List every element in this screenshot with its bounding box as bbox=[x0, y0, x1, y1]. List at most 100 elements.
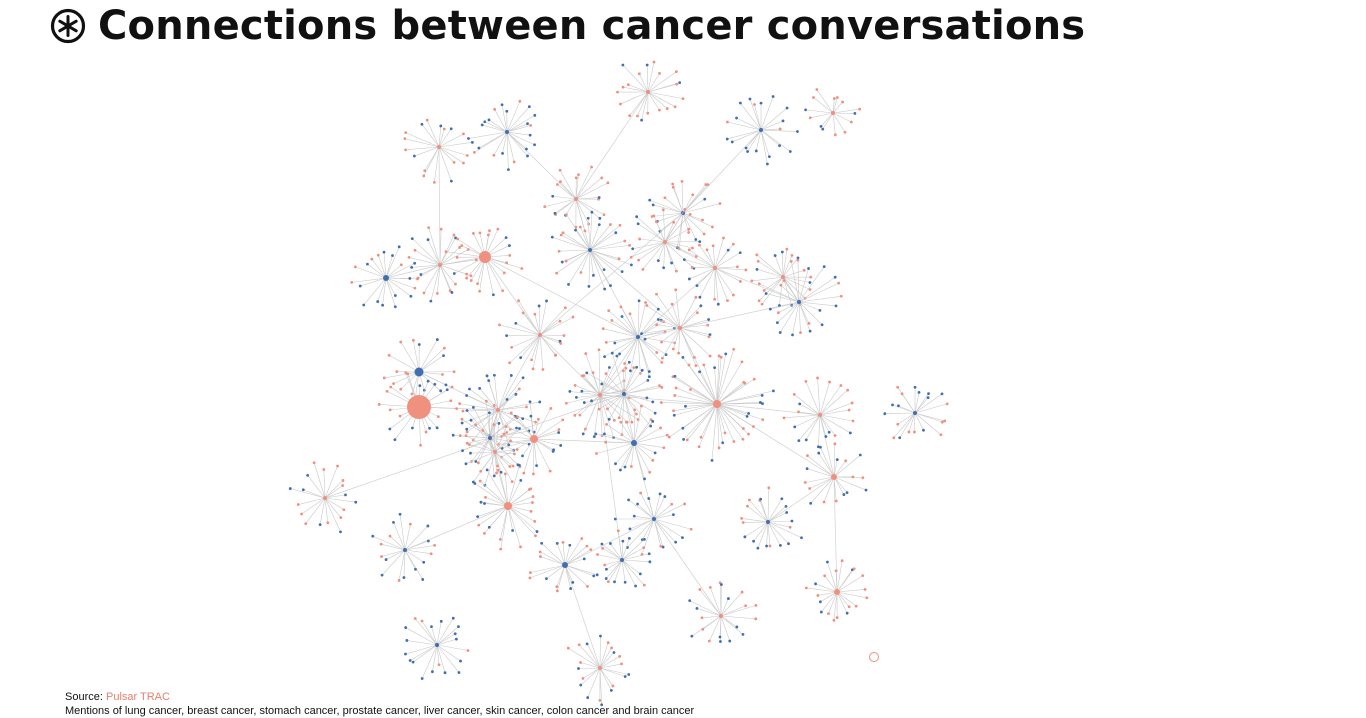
hub-node bbox=[530, 435, 538, 443]
leaf-node bbox=[897, 404, 900, 407]
leaf-node bbox=[481, 124, 484, 127]
leaf-node bbox=[658, 72, 661, 75]
leaf-node bbox=[559, 320, 562, 323]
spoke-edge bbox=[768, 488, 769, 522]
leaf-node bbox=[465, 273, 468, 276]
leaf-node bbox=[709, 586, 712, 589]
leaf-node bbox=[596, 573, 599, 576]
leaf-node bbox=[579, 226, 582, 229]
spoke-edge bbox=[386, 256, 392, 278]
leaf-node bbox=[513, 453, 516, 456]
spoke-edge bbox=[576, 183, 608, 199]
leaf-node bbox=[496, 228, 499, 231]
leaf-node bbox=[474, 424, 477, 427]
leaf-node bbox=[761, 418, 764, 421]
leaf-node bbox=[461, 449, 464, 452]
leaf-node bbox=[789, 526, 792, 529]
leaf-node bbox=[403, 137, 406, 140]
spoke-edge bbox=[540, 321, 560, 335]
spoke-edge bbox=[807, 469, 834, 477]
leaf-node bbox=[892, 436, 895, 439]
leaf-node bbox=[707, 183, 710, 186]
spoke-edge bbox=[410, 645, 437, 661]
leaf-node bbox=[501, 289, 504, 292]
leaf-node bbox=[608, 418, 611, 421]
leaf-node bbox=[720, 583, 723, 586]
leaf-node bbox=[698, 370, 701, 373]
leaf-node bbox=[591, 211, 594, 214]
leaf-node bbox=[698, 445, 701, 448]
leaf-node bbox=[628, 361, 631, 364]
spoke-edge bbox=[627, 519, 654, 548]
leaf-node bbox=[648, 552, 651, 555]
leaf-node bbox=[827, 612, 830, 615]
leaf-node bbox=[731, 141, 734, 144]
leaf-node bbox=[537, 418, 540, 421]
leaf-node bbox=[686, 439, 689, 442]
leaf-node bbox=[479, 480, 482, 483]
leaf-node bbox=[584, 352, 587, 355]
leaf-node bbox=[510, 346, 513, 349]
leaf-node bbox=[476, 515, 479, 518]
leaf-node bbox=[411, 427, 414, 430]
spoke-edge bbox=[389, 355, 419, 372]
leaf-node bbox=[427, 238, 430, 241]
spoke-edge bbox=[581, 668, 600, 685]
leaf-node bbox=[457, 625, 460, 628]
leaf-node bbox=[684, 405, 687, 408]
leaf-node bbox=[941, 421, 944, 424]
leaf-node bbox=[634, 585, 637, 588]
leaf-node bbox=[554, 212, 557, 215]
leaf-node bbox=[394, 305, 397, 308]
leaf-node bbox=[627, 673, 630, 676]
leaf-node bbox=[791, 333, 794, 336]
leaf-node bbox=[763, 289, 766, 292]
leaf-node bbox=[663, 196, 666, 199]
leaf-node bbox=[624, 581, 627, 584]
leaf-node bbox=[606, 407, 609, 410]
spoke-edge bbox=[405, 550, 431, 554]
leaf-node bbox=[511, 480, 514, 483]
spoke-edge bbox=[352, 278, 386, 282]
leaf-node bbox=[640, 119, 643, 122]
spoke-edge bbox=[290, 489, 325, 498]
spoke-edge bbox=[692, 267, 715, 268]
leaf-node bbox=[404, 148, 407, 151]
spoke-edge bbox=[581, 662, 600, 668]
leaf-node bbox=[691, 266, 694, 269]
leaf-node bbox=[744, 604, 747, 607]
leaf-node bbox=[767, 486, 770, 489]
leaf-node bbox=[799, 331, 802, 334]
spoke-edge bbox=[837, 592, 867, 598]
spoke-edge bbox=[587, 373, 624, 394]
leaf-node bbox=[717, 303, 720, 306]
leaf-node bbox=[672, 409, 675, 412]
spoke-edge bbox=[638, 337, 675, 343]
leaf-node bbox=[655, 293, 658, 296]
leaf-node bbox=[421, 578, 424, 581]
leaf-node bbox=[683, 208, 686, 211]
leaf-node bbox=[865, 596, 868, 599]
leaf-node bbox=[388, 354, 391, 357]
cluster-34 bbox=[740, 486, 803, 549]
leaf-node bbox=[666, 434, 669, 437]
leaf-node bbox=[752, 425, 755, 428]
leaf-node bbox=[796, 130, 799, 133]
leaf-node bbox=[359, 285, 362, 288]
hub-node bbox=[646, 90, 650, 94]
leaf-node bbox=[644, 301, 647, 304]
leaf-node bbox=[675, 387, 678, 390]
spoke-edge bbox=[440, 265, 452, 292]
leaf-node bbox=[366, 263, 369, 266]
leaf-node bbox=[590, 166, 593, 169]
graph-link-36 bbox=[654, 519, 721, 616]
leaf-node bbox=[898, 436, 901, 439]
spoke-edge bbox=[665, 222, 674, 242]
spoke-edge bbox=[606, 442, 634, 443]
leaf-node bbox=[380, 555, 383, 558]
spoke-edge bbox=[641, 493, 654, 519]
leaf-node bbox=[439, 125, 442, 128]
leaf-node bbox=[757, 260, 760, 263]
spoke-edge bbox=[439, 142, 472, 147]
source-link[interactable]: Pulsar TRAC bbox=[106, 691, 170, 703]
